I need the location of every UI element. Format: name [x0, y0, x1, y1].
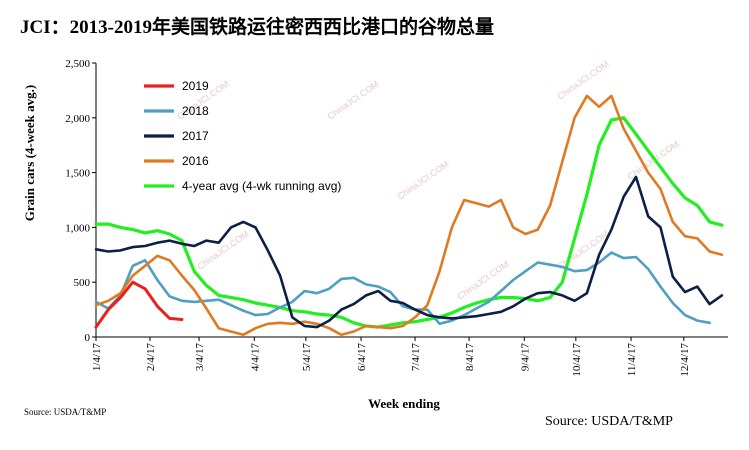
y-ticks: 0 500 1,000 1,500 2,000 2,500 [65, 58, 96, 344]
x-tick-label: 5/4/17 [301, 343, 313, 372]
y-tick-label: 1,000 [65, 222, 90, 234]
x-tick-label: 7/4/17 [410, 343, 422, 372]
x-tick-label: 2/4/17 [145, 343, 157, 372]
x-tick-label: 6/4/17 [356, 343, 368, 372]
source-note-large: Source: USDA/T&MP [545, 414, 673, 429]
y-tick-label: 2,000 [65, 113, 90, 125]
legend-label: 4-year avg (4-wk running avg) [182, 179, 341, 193]
chart-title: JCI：2013-2019年美国铁路运往密西西比港口的谷物总量 [20, 15, 494, 38]
watermark-text: ChinaJCI.COM [555, 59, 610, 102]
legend-label: 2019 [182, 79, 209, 93]
x-tick-label: 8/4/17 [464, 343, 476, 372]
x-tick-label: 3/4/17 [194, 343, 206, 372]
series-line-2016 [94, 94, 724, 337]
legend: 2019 2018 2017 2016 4-year avg (4-wk running… [144, 79, 341, 193]
series-line-4-year [94, 116, 724, 329]
y-axis-title: Grain cars (4-week avg.) [22, 85, 37, 221]
x-tick-label: 11/4/17 [626, 343, 638, 377]
legend-label: 2017 [182, 129, 209, 143]
x-tick-label: 10/4/17 [571, 343, 583, 377]
series-line-2017 [94, 175, 724, 329]
legend-label: 2018 [182, 104, 209, 118]
source-note-small: Source: USDA/T&MP [24, 407, 106, 417]
y-tick-label: 0 [85, 332, 91, 344]
y-tick-label: 2,500 [65, 58, 90, 70]
y-tick-label: 1,500 [65, 168, 90, 180]
x-tick-label: 9/4/17 [519, 343, 531, 372]
x-tick-label: 12/4/17 [679, 343, 691, 377]
x-axis-title: Week ending [368, 396, 440, 411]
watermark-text: ChinaJCI.COM [395, 159, 450, 202]
x-tick-label: 1/4/17 [91, 343, 103, 372]
legend-label: 2016 [182, 154, 209, 168]
series-layer [94, 94, 724, 337]
watermark-text: ChinaJCI.COM [195, 229, 250, 272]
watermark-text: ChinaJCI.COM [325, 79, 380, 122]
axes: 0 500 1,000 1,500 2,000 2,500 1/4/17 2/4/17 3/4… [65, 58, 728, 377]
y-tick-label: 500 [74, 277, 91, 289]
x-ticks: 1/4/17 2/4/17 3/4/17 4/4/17 5/4/17 6/4/17 7/4/… [91, 337, 691, 377]
series-line-2019 [94, 280, 184, 329]
watermark-text: ChinaJCI.COM [455, 259, 510, 302]
x-tick-label: 4/4/17 [249, 343, 261, 372]
series-line-2018 [94, 251, 711, 326]
plot-area: 0 500 1,000 1,500 2,000 2,500 1/4/17 2/4/17 3/4… [65, 58, 728, 377]
